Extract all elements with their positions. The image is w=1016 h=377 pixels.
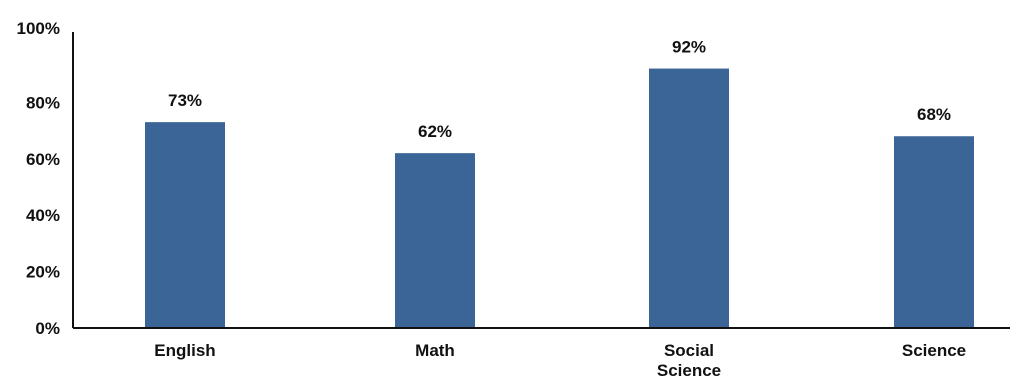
bar [145,122,225,328]
data-label: 68% [917,105,951,124]
bar [894,136,974,328]
y-tick-label: 0% [35,319,60,338]
x-tick-label: English [154,341,215,360]
bar [649,68,729,328]
bar [395,153,475,328]
x-tick-label-line: Science [902,341,966,360]
y-tick-label: 80% [26,93,60,112]
x-tick-label: Math [415,341,455,360]
data-labels: 73% 62% 92% 68% [168,38,951,142]
y-tick-label: 100% [17,19,60,38]
x-tick-label-line: Science [657,361,721,377]
data-label: 73% [168,91,202,110]
bars [145,68,974,328]
x-tick-label: Social Science [657,341,721,377]
data-label: 92% [672,38,706,57]
y-tick-label: 20% [26,263,60,282]
x-tick-label: Science [902,341,966,360]
x-tick-label-line: Math [415,341,455,360]
y-axis-ticks: 0% 20% 40% 60% 80% 100% [17,19,60,338]
x-tick-label-line: English [154,341,215,360]
y-tick-label: 60% [26,150,60,169]
data-label: 62% [418,122,452,141]
x-tick-label-line: Social [664,341,714,360]
y-tick-label: 40% [26,206,60,225]
